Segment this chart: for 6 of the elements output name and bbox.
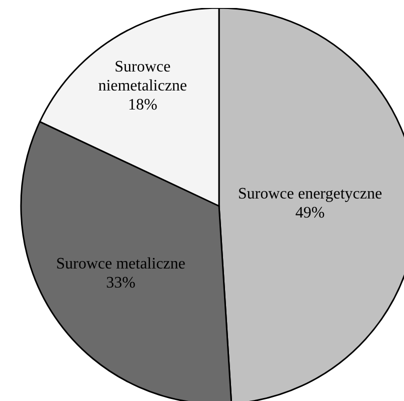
data-label: 33%: [106, 274, 136, 291]
data-label: 49%: [295, 204, 325, 222]
slice-label: Surowce metaliczne: [56, 254, 186, 272]
slice-label: Surowce niemetaliczne: [98, 58, 188, 94]
slice-label: Surowce energetyczne: [238, 185, 382, 202]
data-label: 18%: [128, 96, 158, 114]
